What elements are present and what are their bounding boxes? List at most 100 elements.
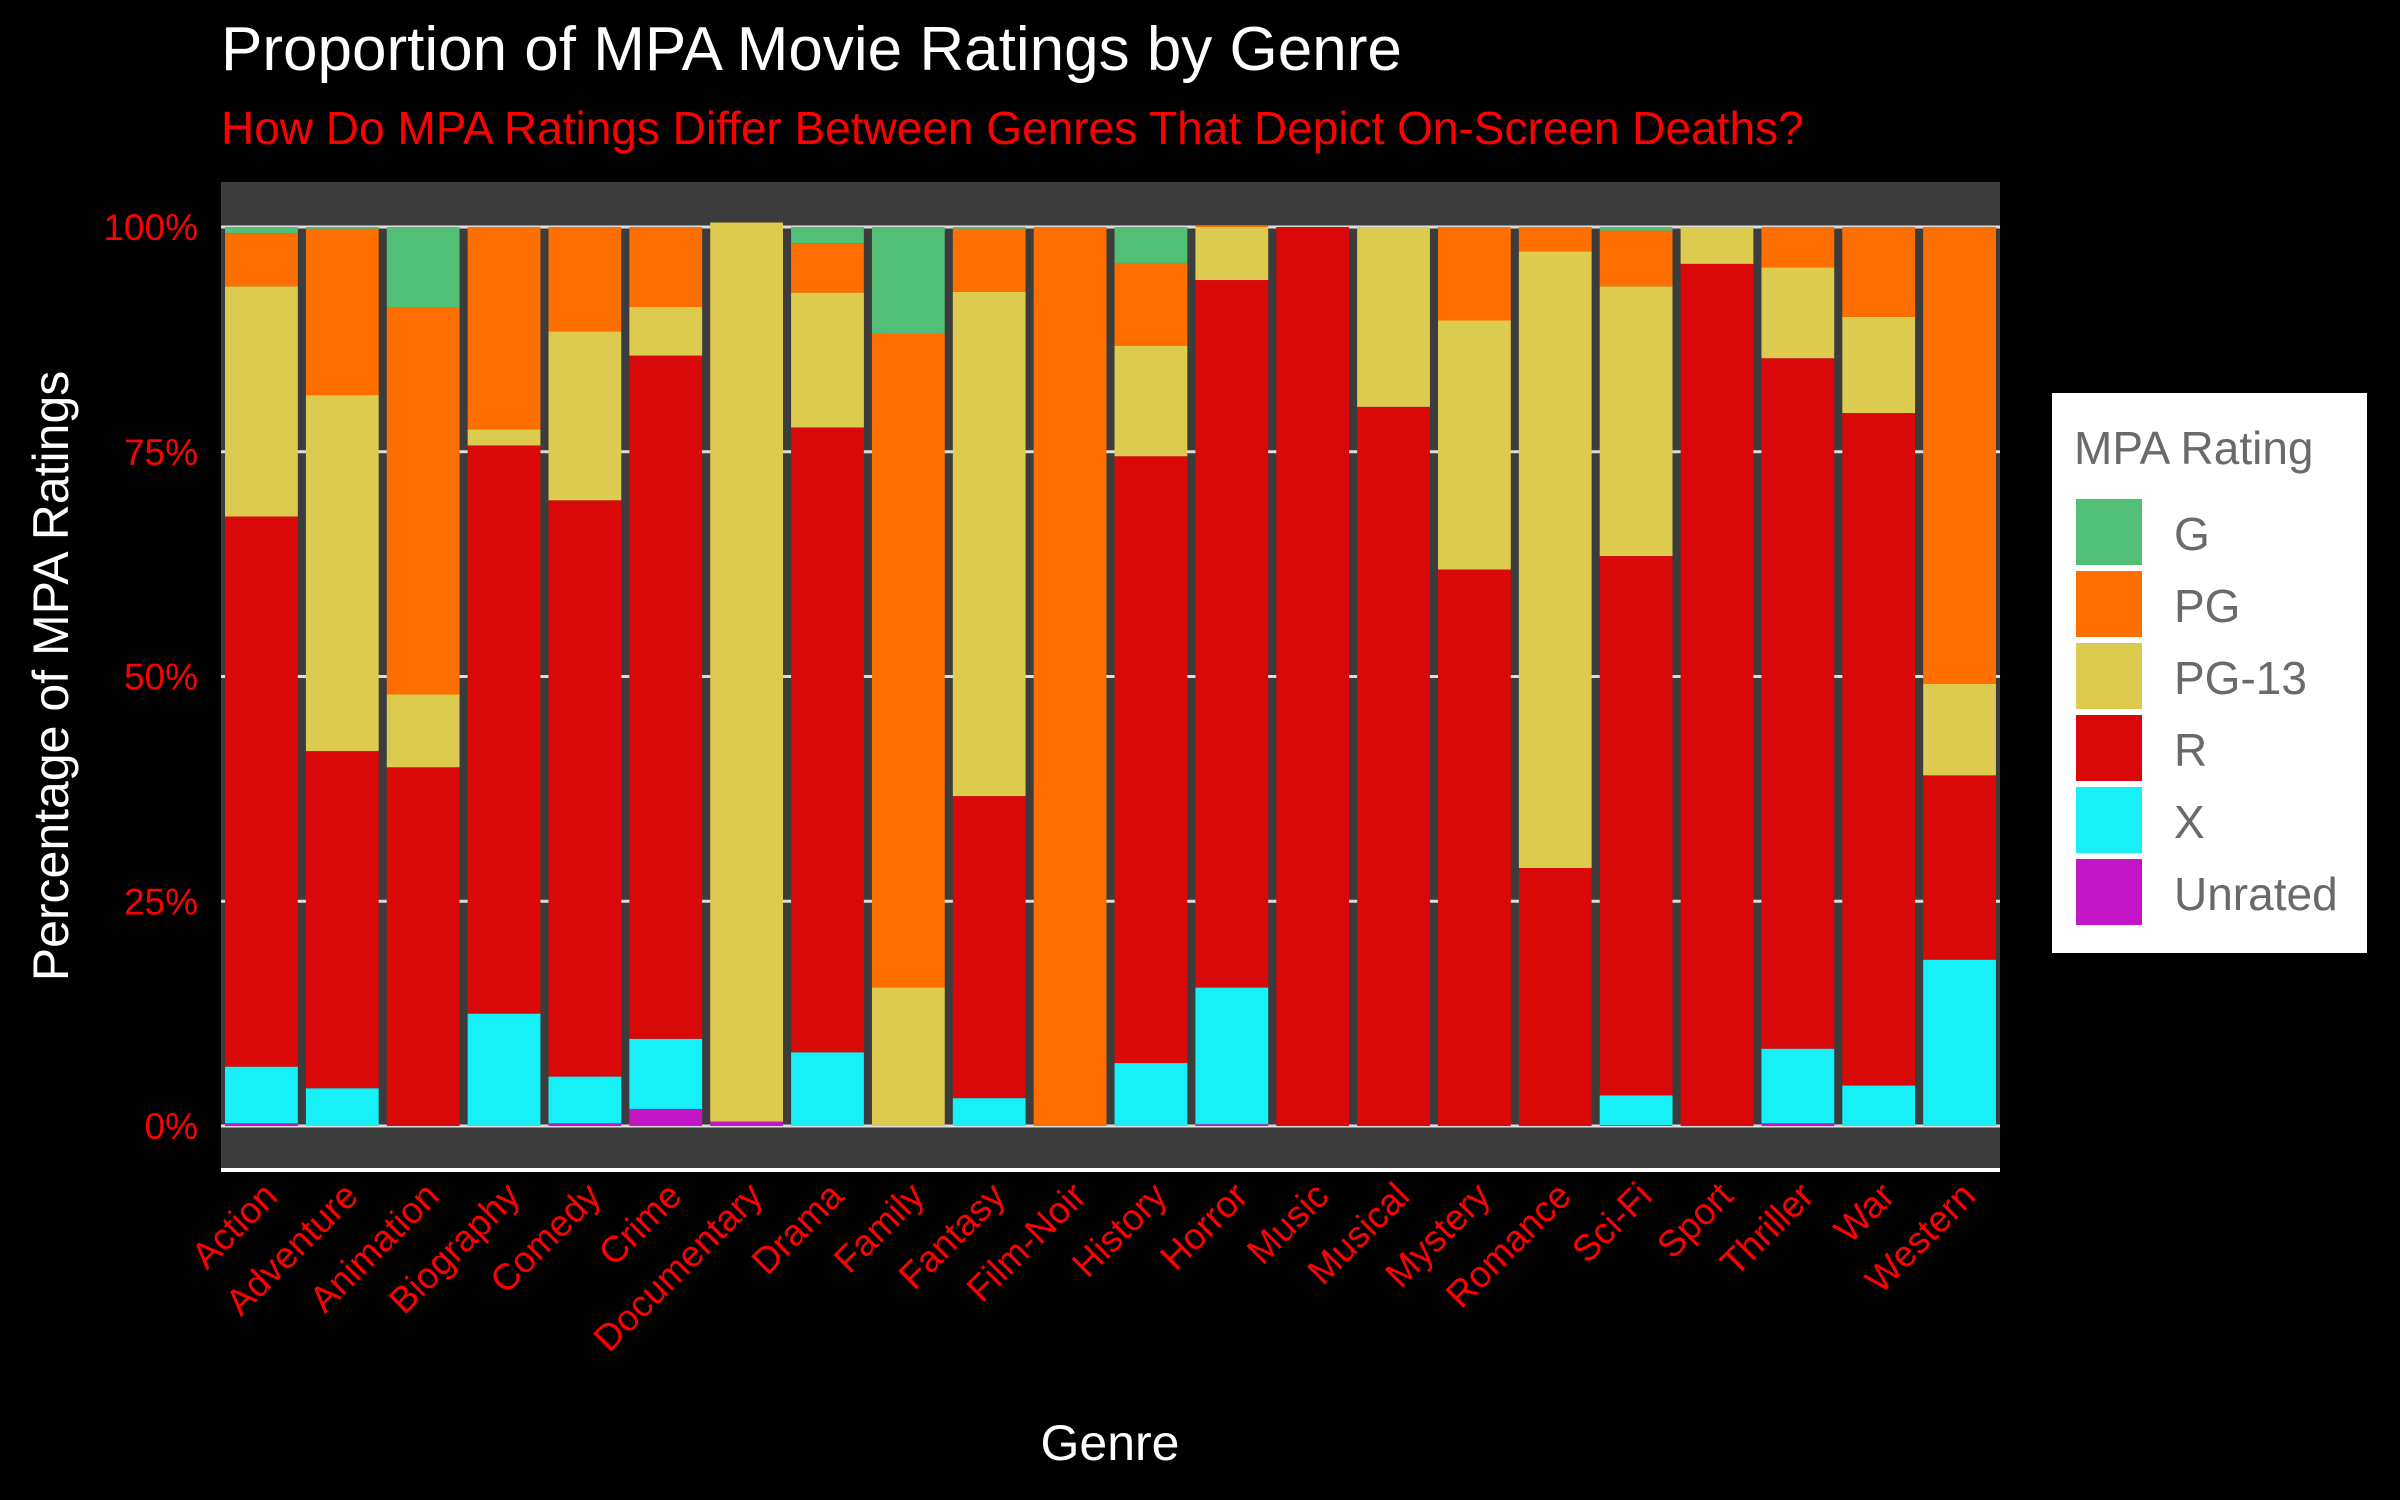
bar-action bbox=[225, 227, 298, 1126]
legend-label-unrated: Unrated bbox=[2174, 868, 2338, 920]
bar-segment-biography-pg-13 bbox=[467, 429, 541, 446]
bar-segment-family-pg bbox=[871, 333, 945, 988]
bar-family bbox=[871, 227, 945, 1126]
bar-segment-romance-pg-13 bbox=[1518, 251, 1592, 868]
x-tick-label-sci-fi: Sci-Fi bbox=[1564, 1175, 1660, 1271]
bar-thriller bbox=[1761, 227, 1835, 1126]
legend-swatch-unrated bbox=[2076, 859, 2142, 925]
y-tick-label-75: 75% bbox=[124, 432, 198, 473]
bar-segment-biography-pg bbox=[467, 227, 541, 430]
legend-label-pg-13: PG-13 bbox=[2174, 652, 2307, 704]
bar-segment-horror-pg bbox=[1195, 225, 1269, 227]
bar-segment-action-pg-13 bbox=[225, 286, 298, 517]
bar-segment-horror-r bbox=[1195, 280, 1269, 988]
y-tick-labels: 0% 25% 50% 75% 100% bbox=[103, 207, 198, 1147]
legend-swatch-r bbox=[2076, 715, 2142, 781]
bar-segment-film-noir-pg bbox=[1033, 227, 1107, 1126]
bar-segment-family-pg-13 bbox=[871, 987, 945, 1126]
bar-documentary bbox=[710, 222, 784, 1126]
bar-music bbox=[1276, 227, 1350, 1126]
bar-segment-comedy-r bbox=[548, 500, 622, 1077]
bar-segment-war-pg-13 bbox=[1842, 316, 1916, 414]
bar-history bbox=[1114, 227, 1188, 1126]
bar-segment-thriller-x bbox=[1761, 1048, 1835, 1124]
bar-segment-sci-fi-unrated bbox=[1599, 1125, 1673, 1126]
bar-segment-western-x bbox=[1923, 959, 1996, 1126]
bar-segment-war-pg bbox=[1842, 227, 1916, 317]
legend-item-unrated: Unrated bbox=[2076, 859, 2356, 925]
bar-segment-history-pg bbox=[1114, 262, 1188, 346]
bar-segment-action-g bbox=[225, 227, 298, 234]
bar-segment-thriller-r bbox=[1761, 358, 1835, 1049]
bar-musical bbox=[1357, 227, 1430, 1126]
bar-biography bbox=[467, 227, 541, 1126]
bar-fantasy bbox=[952, 227, 1026, 1126]
bar-segment-thriller-unrated bbox=[1761, 1123, 1835, 1126]
bar-segment-music-r bbox=[1276, 227, 1350, 1126]
bars bbox=[225, 222, 1996, 1126]
bar-segment-action-pg bbox=[225, 233, 298, 287]
bar-segment-drama-r bbox=[791, 427, 864, 1053]
bar-segment-drama-pg-13 bbox=[791, 292, 864, 428]
bar-segment-western-pg-13 bbox=[1923, 683, 1996, 776]
x-tick-label-thriller: Thriller bbox=[1713, 1175, 1822, 1284]
bar-segment-sci-fi-pg-13 bbox=[1599, 286, 1673, 557]
legend-swatch-x bbox=[2076, 787, 2142, 853]
legend-item-r: R bbox=[2076, 715, 2356, 781]
bar-segment-comedy-unrated bbox=[548, 1123, 622, 1126]
bar-war bbox=[1842, 227, 1916, 1126]
bar-segment-comedy-pg bbox=[548, 227, 622, 332]
bar-comedy bbox=[548, 227, 622, 1126]
bar-segment-fantasy-x bbox=[952, 1098, 1026, 1126]
bar-segment-western-pg bbox=[1923, 227, 1996, 684]
bar-crime bbox=[629, 227, 703, 1126]
bar-segment-sci-fi-g bbox=[1599, 227, 1673, 231]
y-axis-title: Percentage of MPA Ratings bbox=[23, 371, 79, 982]
bar-drama bbox=[791, 227, 864, 1126]
legend-label-pg: PG bbox=[2174, 580, 2241, 632]
bar-segment-biography-x bbox=[467, 1013, 541, 1126]
legend-label-g: G bbox=[2174, 508, 2210, 560]
bar-segment-mystery-pg-13 bbox=[1437, 320, 1511, 570]
bar-segment-adventure-r bbox=[305, 751, 379, 1089]
bar-segment-mystery-pg bbox=[1437, 227, 1511, 321]
chart-subtitle: How Do MPA Ratings Differ Between Genres… bbox=[221, 102, 1804, 154]
bar-segment-sport-pg-13 bbox=[1680, 227, 1754, 264]
bar-segment-history-g bbox=[1114, 227, 1188, 263]
legend-swatch-pg bbox=[2076, 571, 2142, 637]
bar-romance bbox=[1518, 227, 1592, 1126]
bar-segment-war-x bbox=[1842, 1085, 1916, 1126]
bar-segment-drama-pg bbox=[791, 243, 864, 293]
bar-segment-biography-r bbox=[467, 445, 541, 1014]
bar-horror bbox=[1195, 225, 1269, 1126]
bar-sport bbox=[1680, 227, 1754, 1126]
bar-segment-crime-x bbox=[629, 1038, 703, 1109]
bar-western bbox=[1923, 227, 1996, 1126]
y-tick-label-0: 0% bbox=[145, 1106, 198, 1147]
bar-segment-musical-pg-13 bbox=[1357, 227, 1430, 407]
legend-swatch-pg-13 bbox=[2076, 643, 2142, 709]
bar-segment-horror-x bbox=[1195, 987, 1269, 1125]
bar-segment-drama-x bbox=[791, 1052, 864, 1126]
bar-segment-adventure-x bbox=[305, 1088, 379, 1126]
x-tick-labels: ActionAdventureAnimationBiographyComedyC… bbox=[183, 1174, 1983, 1359]
y-tick-label-50: 50% bbox=[124, 657, 198, 698]
bar-segment-family-g bbox=[871, 227, 945, 334]
bar-sci-fi bbox=[1599, 227, 1673, 1126]
bar-adventure bbox=[305, 227, 379, 1126]
bar-segment-documentary-unrated bbox=[710, 1121, 784, 1126]
bar-segment-fantasy-pg-13 bbox=[952, 291, 1026, 797]
bar-segment-fantasy-r bbox=[952, 796, 1026, 1099]
x-tick-label-horror: Horror bbox=[1152, 1175, 1255, 1278]
bar-segment-crime-pg-13 bbox=[629, 307, 703, 356]
bar-segment-animation-g bbox=[386, 227, 460, 308]
bar-segment-crime-pg bbox=[629, 227, 703, 308]
bar-segment-romance-pg bbox=[1518, 227, 1592, 252]
bar-segment-horror-pg-13 bbox=[1195, 227, 1269, 281]
bar-segment-drama-g bbox=[791, 227, 864, 244]
bar-segment-thriller-pg-13 bbox=[1761, 267, 1835, 359]
bar-film-noir bbox=[1033, 227, 1107, 1126]
bar-segment-horror-unrated bbox=[1195, 1124, 1269, 1126]
bar-mystery bbox=[1437, 227, 1511, 1126]
